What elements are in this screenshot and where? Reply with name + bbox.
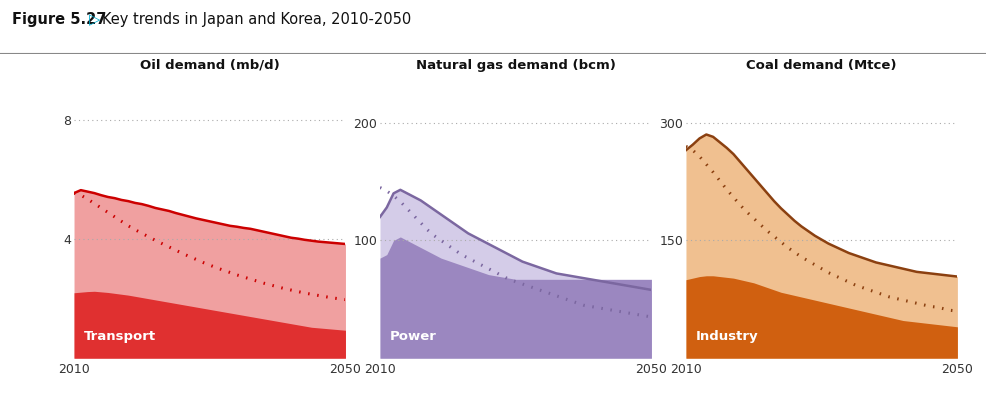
Text: Transport: Transport — [84, 330, 156, 343]
Text: Key trends in Japan and Korea, 2010-2050: Key trends in Japan and Korea, 2010-2050 — [102, 12, 410, 27]
Title: Oil demand (mb/d): Oil demand (mb/d) — [140, 59, 279, 72]
Text: ▷: ▷ — [84, 12, 106, 27]
Text: Industry: Industry — [695, 330, 758, 343]
Title: Coal demand (Mtce): Coal demand (Mtce) — [745, 59, 896, 72]
Text: Power: Power — [389, 330, 437, 343]
Text: Figure 5.27: Figure 5.27 — [12, 12, 106, 27]
Title: Natural gas demand (bcm): Natural gas demand (bcm) — [415, 59, 615, 72]
